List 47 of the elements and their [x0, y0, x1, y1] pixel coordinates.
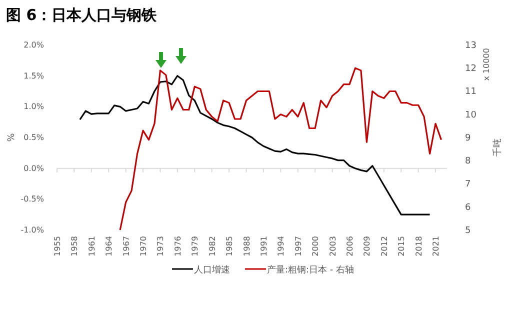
x-tick-label: 2000	[311, 236, 320, 256]
y2-tick-label: 5	[465, 226, 471, 236]
x-tick-label: 1991	[259, 236, 268, 256]
x-tick-label: 1982	[208, 236, 217, 256]
y-tick-label: -1.0%	[20, 226, 44, 235]
y-tick-label: 1.5%	[24, 71, 44, 80]
y-tick-label: 0.5%	[24, 133, 44, 142]
y-tick-label: -0.5%	[20, 194, 44, 204]
x-tick-label: 2015	[397, 236, 406, 256]
x-tick-label: 1994	[276, 236, 286, 256]
y2-tick-label: 7	[465, 180, 471, 190]
x-tick-label: 1988	[242, 236, 252, 256]
x-tick-label: 1958	[70, 236, 80, 256]
x-tick-label: 1964	[104, 236, 114, 256]
y-tick-label: 0.0%	[24, 164, 44, 173]
y2-tick-label: 9	[465, 133, 471, 144]
x-tick-label: 1967	[122, 236, 131, 256]
y-tick-label: 1.0%	[24, 102, 44, 112]
x-tick-label: 2021	[432, 236, 441, 256]
y-axis-title: %	[7, 132, 17, 142]
chart-title: 图 6：日本人口与钢铁	[6, 6, 158, 24]
x-tick-label: 2003	[328, 236, 338, 256]
legend-label: 人口增速	[194, 264, 230, 276]
y2-tick-label: 6	[465, 202, 471, 213]
x-tick-label: 1976	[173, 236, 182, 256]
y2-tick-label: 13	[465, 40, 476, 51]
y2-tick-label: 10	[465, 110, 477, 120]
x-tick-label: 1970	[139, 236, 148, 256]
text: x 10000	[482, 48, 491, 81]
x-tick-label: 2018	[414, 236, 424, 256]
x-tick-label: 1979	[190, 236, 200, 256]
line-series	[79, 75, 431, 216]
legend-label: 产量:粗钢:日本 - 右轴	[267, 264, 354, 276]
x-tick-label: 1997	[294, 236, 303, 256]
y2-tick-label: 12	[465, 64, 476, 74]
x-tick-label: 1955	[53, 236, 62, 256]
y-tick-label: 2.0%	[24, 40, 44, 50]
y2-axis-title: 千吨	[492, 138, 503, 156]
x-tick-label: 2006	[346, 236, 354, 256]
line-series	[119, 67, 442, 231]
x-tick-label: 1961	[87, 236, 96, 256]
y2-tick-label: 8	[465, 156, 471, 167]
y2-tick-label: 11	[465, 87, 476, 98]
x-tick-label: 1985	[225, 236, 234, 256]
x-tick-label: 1973	[156, 236, 166, 256]
x-tick-label: 2009	[362, 236, 372, 256]
x-tick-label: 2012	[380, 236, 389, 256]
